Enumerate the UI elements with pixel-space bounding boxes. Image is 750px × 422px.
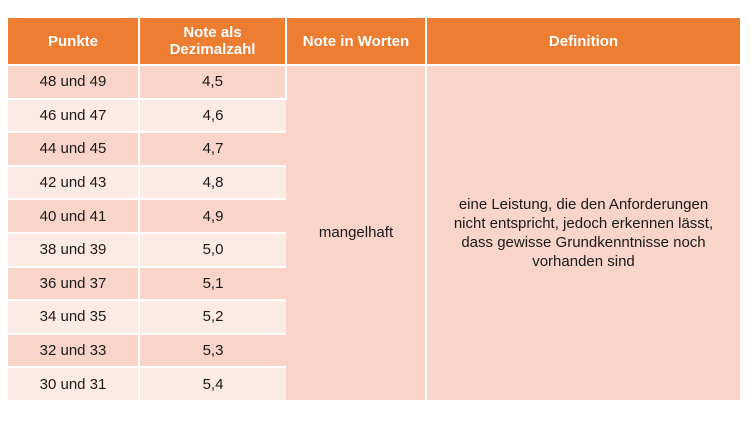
decimal-grade-cell: 5,4 <box>139 367 286 402</box>
points-cell: 42 und 43 <box>8 165 140 201</box>
points-cell: 30 und 31 <box>8 367 140 402</box>
header-decimal-grade-label: Note als Dezimalzahl <box>169 24 256 58</box>
header-grade-in-words: Note in Worten <box>286 18 427 66</box>
points-cell: 38 und 39 <box>8 232 140 268</box>
table-row: 32 und 33 5,3 <box>8 333 740 369</box>
points-cell: 32 und 33 <box>8 333 140 369</box>
points-cell: 48 und 49 <box>8 65 140 100</box>
points-cell: 34 und 35 <box>8 300 140 335</box>
header-decimal-grade: Note als Dezimalzahl <box>139 18 287 66</box>
table-row: 46 und 47 4,6 <box>8 98 740 134</box>
table-row: 42 und 43 4,8 <box>8 165 740 201</box>
header-points: Punkte <box>8 18 140 66</box>
decimal-grade-cell: 5,0 <box>139 232 286 268</box>
table-row: 40 und 41 4,9 <box>8 199 740 234</box>
grade-in-words-cell: mangelhaft <box>286 65 427 402</box>
grade-table: Punkte Note als Dezimalzahl Note in Wort… <box>8 18 740 402</box>
decimal-grade-cell: 4,5 <box>139 65 287 100</box>
table-row: 38 und 39 5,0 <box>8 232 740 268</box>
points-cell: 36 und 37 <box>8 266 140 302</box>
header-row: Punkte Note als Dezimalzahl Note in Wort… <box>8 18 740 66</box>
table-row: 34 und 35 5,2 <box>8 300 740 335</box>
decimal-grade-cell: 5,3 <box>139 333 286 369</box>
points-cell: 44 und 45 <box>8 132 140 167</box>
table-row: 36 und 37 5,1 <box>8 266 740 302</box>
table-row: 30 und 31 5,4 <box>8 367 740 402</box>
definition-cell: eine Leistung, die den Anforderungen nic… <box>426 65 740 402</box>
table-row: 44 und 45 4,7 <box>8 132 740 167</box>
decimal-grade-cell: 4,7 <box>139 132 286 167</box>
table-row: 48 und 49 4,5 mangelhaft eine Leistung, … <box>8 65 740 402</box>
points-cell: 46 und 47 <box>8 98 140 134</box>
decimal-grade-cell: 5,2 <box>139 300 286 335</box>
decimal-grade-cell: 5,1 <box>139 266 286 302</box>
decimal-grade-cell: 4,9 <box>139 199 286 234</box>
points-cell: 40 und 41 <box>8 199 140 234</box>
header-definition: Definition <box>426 18 740 66</box>
decimal-grade-cell: 4,8 <box>139 165 286 201</box>
decimal-grade-cell: 4,6 <box>139 98 286 134</box>
